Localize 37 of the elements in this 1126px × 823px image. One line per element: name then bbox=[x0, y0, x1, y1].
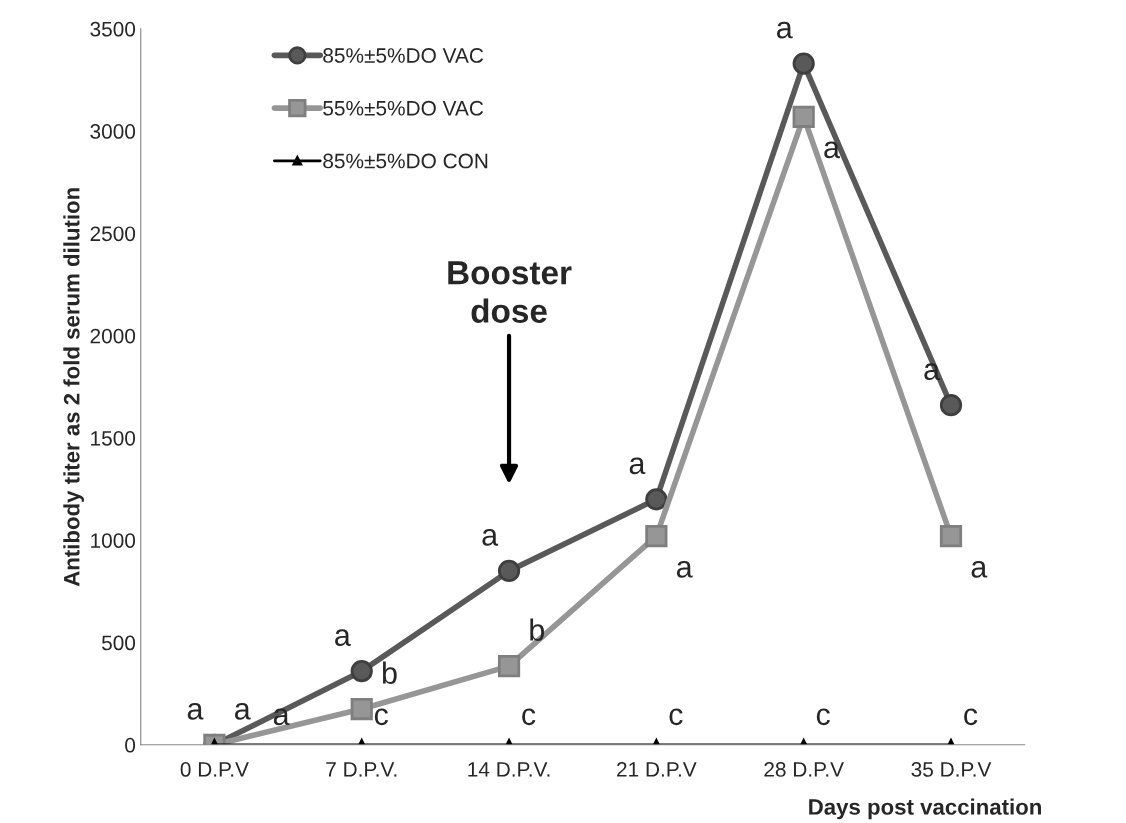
annotation: a bbox=[187, 702, 204, 720]
x-tick-label: 28 D.P.V bbox=[764, 762, 844, 777]
y-tick-label: 2500 bbox=[90, 226, 136, 242]
annotation: b bbox=[382, 661, 397, 684]
annotation: c bbox=[816, 708, 830, 726]
annotation: b bbox=[530, 618, 545, 641]
annotation: a bbox=[676, 560, 693, 578]
annotation: a bbox=[234, 702, 251, 720]
annotation: a bbox=[824, 141, 840, 159]
y-tick-label: 500 bbox=[101, 635, 136, 651]
annotation: a bbox=[777, 21, 793, 39]
x-axis-title: Days post vaccination bbox=[809, 798, 1041, 820]
annotation: c bbox=[669, 708, 683, 726]
annotation: a bbox=[629, 457, 646, 475]
annotation: a bbox=[971, 560, 988, 578]
y-tick-label: 2000 bbox=[90, 328, 136, 344]
y-tick-label: 0 bbox=[125, 737, 136, 753]
annotation: c bbox=[374, 708, 388, 726]
legend-label: 85%±5%DO CON bbox=[323, 153, 488, 169]
x-tick-label: 14 D.P.V. bbox=[468, 762, 550, 777]
y-axis-title: Antibody titer as 2 fold serum dilution bbox=[63, 188, 84, 587]
legend-label: 85%±5%DO VAC bbox=[323, 48, 484, 63]
y-tick-label: 3500 bbox=[90, 21, 136, 37]
x-tick-label: 0 D.P.V bbox=[180, 762, 249, 777]
y-tick-label: 1500 bbox=[91, 430, 136, 446]
annotation: a bbox=[335, 629, 351, 647]
annotation: a bbox=[482, 529, 499, 546]
annotation: c bbox=[522, 708, 536, 726]
y-tick-label: 3000 bbox=[90, 124, 136, 139]
annotation: c bbox=[964, 708, 978, 726]
annotation: a bbox=[273, 708, 290, 726]
annotation: Booster dose bbox=[448, 261, 572, 323]
y-tick-label: 1000 bbox=[91, 533, 136, 548]
x-tick-label: 35 D.P.V bbox=[911, 762, 992, 777]
x-tick-label: 7 D.P.V. bbox=[326, 762, 397, 777]
legend-label: 55%±5%DO VAC bbox=[323, 100, 484, 116]
x-tick-label: 21 D.P.V bbox=[617, 762, 697, 777]
